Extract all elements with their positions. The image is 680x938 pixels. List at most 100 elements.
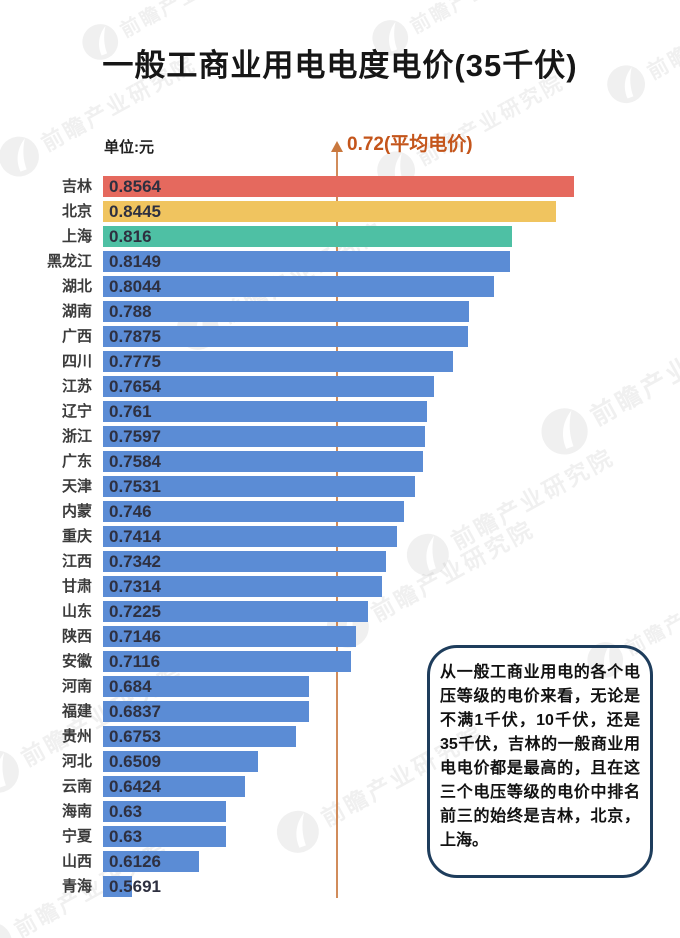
value-bar: 0.7775: [103, 351, 453, 372]
value-label: 0.816: [109, 227, 152, 246]
value-label: 0.7414: [109, 527, 161, 546]
value-label: 0.6753: [109, 727, 161, 746]
value-label: 0.63: [109, 827, 143, 846]
value-label: 0.7146: [109, 627, 161, 646]
category-label: 吉林: [61, 178, 92, 195]
value-label: 0.6424: [109, 777, 161, 796]
value-bar: 0.7654: [103, 376, 434, 397]
value-bar: 0.8044: [103, 276, 494, 297]
chart-row: 福建 0.6837: [0, 699, 680, 724]
chart-row: 陕西 0.7146: [0, 624, 680, 649]
value-label: 0.6126: [109, 852, 161, 871]
value-bar: 0.7584: [103, 451, 423, 472]
category-label: 安徽: [61, 653, 92, 670]
value-label: 0.7314: [109, 577, 161, 596]
value-label: 0.788: [109, 302, 152, 321]
category-label: 青海: [61, 878, 92, 895]
category-label: 宁夏: [61, 828, 92, 845]
value-label: 0.761: [109, 402, 152, 421]
value-label: 0.8445: [109, 202, 161, 221]
category-label: 河北: [61, 753, 92, 770]
value-bar: 0.63: [103, 801, 226, 822]
category-label: 云南: [61, 778, 92, 795]
value-bar: 0.7116: [103, 651, 351, 672]
unit-label: 单位:元: [104, 139, 154, 156]
chart-row: 广东 0.7584: [0, 449, 680, 474]
chart-row: 四川 0.7775: [0, 349, 680, 374]
value-label: 0.8044: [109, 277, 161, 296]
category-label: 山西: [61, 853, 92, 870]
category-label: 辽宁: [61, 403, 92, 420]
value-label: 0.5691: [109, 877, 161, 896]
category-label: 福建: [61, 703, 92, 720]
value-bar: 0.6753: [103, 726, 296, 747]
chart-row: 安徽 0.7116: [0, 649, 680, 674]
category-label: 重庆: [61, 528, 92, 545]
chart-row: 贵州 0.6753: [0, 724, 680, 749]
value-bar: 0.6509: [103, 751, 258, 772]
category-label: 内蒙: [61, 503, 92, 520]
chart-title: 一般工商业用电电度电价(35千伏): [102, 48, 578, 83]
category-label: 陕西: [61, 628, 92, 645]
qianzhan-logo-icon: [0, 922, 12, 938]
value-bar: 0.816: [103, 226, 512, 247]
chart-row: 江西 0.7342: [0, 549, 680, 574]
value-bar: 0.8445: [103, 201, 556, 222]
value-label: 0.7531: [109, 477, 161, 496]
chart-row: 江苏 0.7654: [0, 374, 680, 399]
value-bar: 0.7875: [103, 326, 468, 347]
value-bar: 0.7342: [103, 551, 386, 572]
category-label: 贵州: [61, 728, 92, 745]
value-bar: 0.63: [103, 826, 226, 847]
chart-row: 河北 0.6509: [0, 749, 680, 774]
watermark-text: 前瞻产业研究院: [114, 0, 263, 43]
value-bar: 0.5691: [103, 876, 161, 897]
chart-row: 宁夏 0.63: [0, 824, 680, 849]
chart-row: 山东 0.7225: [0, 599, 680, 624]
category-label: 北京: [61, 203, 92, 220]
chart-row: 吉林 0.8564: [0, 174, 680, 199]
value-label: 0.7875: [109, 327, 161, 346]
chart-row: 青海 0.5691: [0, 874, 680, 899]
category-label: 河南: [61, 678, 92, 695]
value-label: 0.7342: [109, 552, 161, 571]
value-label: 0.7654: [109, 377, 161, 396]
category-label: 江苏: [61, 378, 92, 395]
chart-row: 湖南 0.788: [0, 299, 680, 324]
value-label: 0.7775: [109, 352, 161, 371]
value-bar: 0.761: [103, 401, 427, 422]
watermark-text: 前瞻产业研究院: [404, 0, 553, 39]
chart-row: 甘肃 0.7314: [0, 574, 680, 599]
value-label: 0.7597: [109, 427, 161, 446]
chart-row: 浙江 0.7597: [0, 424, 680, 449]
chart-row: 黑龙江 0.8149: [0, 249, 680, 274]
average-price-label: 0.72(平均电价): [347, 134, 473, 155]
value-bar: 0.7146: [103, 626, 356, 647]
category-label: 海南: [61, 803, 92, 820]
analysis-callout: 从一般工商业用电的各个电压等级的电价来看，无论是不满1千伏，10千伏，还是35千…: [427, 645, 653, 878]
value-bar: 0.746: [103, 501, 404, 522]
category-label: 湖南: [61, 303, 92, 320]
value-bar: 0.684: [103, 676, 309, 697]
chart-row: 天津 0.7531: [0, 474, 680, 499]
value-bar: 0.6837: [103, 701, 309, 722]
category-label: 甘肃: [61, 578, 92, 595]
category-label: 山东: [61, 603, 92, 620]
value-label: 0.6509: [109, 752, 161, 771]
value-label: 0.7116: [109, 652, 161, 671]
average-line-arrow-icon: [331, 141, 343, 152]
value-bar: 0.6424: [103, 776, 245, 797]
category-label: 四川: [61, 353, 92, 370]
chart-row: 河南 0.684: [0, 674, 680, 699]
category-label: 广西: [61, 328, 92, 345]
category-label: 天津: [61, 478, 92, 495]
bar-chart: 吉林 0.8564 北京 0.8445 上海 0.816 黑龙江 0.8149 湖北 0.8044…: [0, 174, 680, 904]
chart-row: 广西 0.7875: [0, 324, 680, 349]
value-label: 0.7584: [109, 452, 161, 471]
value-bar: 0.788: [103, 301, 469, 322]
value-label: 0.7225: [109, 602, 161, 621]
value-bar: 0.8149: [103, 251, 510, 272]
chart-row: 内蒙 0.746: [0, 499, 680, 524]
chart-row: 辽宁 0.761: [0, 399, 680, 424]
value-bar: 0.7314: [103, 576, 382, 597]
